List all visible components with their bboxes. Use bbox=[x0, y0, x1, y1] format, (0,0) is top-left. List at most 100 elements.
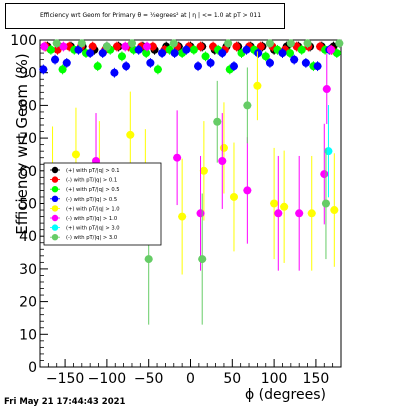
data-point bbox=[194, 62, 203, 71]
data-point bbox=[280, 202, 289, 211]
legend-entry: (-) with pT/|q| > 1.0 bbox=[66, 216, 117, 222]
data-point bbox=[52, 39, 61, 48]
data-point bbox=[39, 65, 48, 74]
y-tick-label: 60 bbox=[19, 164, 37, 180]
data-point bbox=[127, 39, 136, 48]
axes-layer: 0 10 20 30 40 50 60 70 80 90 100 −150 −100 −50 0 50 100 1… bbox=[10, 33, 342, 387]
data-point bbox=[189, 45, 198, 54]
data-point bbox=[98, 49, 107, 58]
data-point bbox=[206, 58, 215, 67]
data-point bbox=[285, 49, 294, 58]
data-point bbox=[286, 39, 295, 48]
data-point bbox=[182, 45, 191, 54]
legend: (+) with pT/|q| > 0.1 (-) with pT/|q| > 0… bbox=[43, 162, 162, 246]
data-point bbox=[322, 85, 331, 94]
data-point bbox=[219, 143, 228, 152]
data-point bbox=[153, 65, 162, 74]
data-point bbox=[121, 42, 130, 51]
x-tick-label: 50 bbox=[223, 371, 241, 387]
data-point bbox=[326, 45, 335, 54]
data-point bbox=[86, 49, 95, 58]
data-point bbox=[58, 65, 67, 74]
y-tick-label: 10 bbox=[19, 327, 37, 343]
data-point bbox=[307, 209, 316, 218]
data-point bbox=[198, 255, 207, 264]
legend-entry: (-) with pT/|q| > 3.0 bbox=[66, 235, 117, 241]
y-tick-label: 0 bbox=[28, 360, 37, 376]
data-point bbox=[170, 49, 179, 58]
data-point bbox=[254, 49, 263, 58]
data-point bbox=[253, 81, 262, 90]
data-point bbox=[77, 39, 86, 48]
data-point bbox=[213, 117, 222, 126]
data-point bbox=[278, 49, 287, 58]
legend-entry: (+) with pT/|q| > 0.1 bbox=[66, 168, 120, 174]
data-point bbox=[232, 42, 241, 51]
data-point bbox=[229, 192, 238, 201]
data-point bbox=[122, 62, 131, 71]
data-point bbox=[102, 42, 111, 51]
data-point bbox=[274, 209, 283, 218]
x-tick-label: −50 bbox=[134, 371, 164, 387]
data-point bbox=[295, 209, 304, 218]
data-point bbox=[218, 49, 227, 58]
x-tick-label: 100 bbox=[261, 371, 288, 387]
y-axis-label: Efficiency wrt Geom (%) bbox=[13, 53, 31, 235]
data-point bbox=[265, 58, 274, 67]
data-point bbox=[126, 130, 135, 139]
data-point bbox=[301, 58, 310, 67]
data-point bbox=[199, 166, 208, 175]
data-point bbox=[112, 42, 121, 51]
data-point bbox=[201, 52, 210, 61]
y-tick-label: 40 bbox=[19, 229, 37, 245]
chart-title: Efficiency wrt Geom for Primary θ = ½egr… bbox=[40, 12, 262, 19]
series-7 bbox=[52, 39, 344, 325]
data-point bbox=[62, 58, 71, 67]
legend-entry: (+) with pT/|q| > 1.0 bbox=[66, 206, 120, 212]
data-point bbox=[134, 45, 143, 54]
data-point bbox=[71, 150, 80, 159]
datestamp: Fri May 21 17:44:43 2021 bbox=[4, 397, 126, 407]
x-axis-label: ϕ (degrees) bbox=[245, 387, 326, 403]
series-3 bbox=[39, 44, 334, 78]
data-point bbox=[320, 170, 329, 179]
data-point bbox=[224, 39, 233, 48]
data-point bbox=[243, 101, 252, 110]
x-tick-label: −150 bbox=[46, 371, 84, 387]
chart-title-box: Efficiency wrt Geom for Primary θ = ½egr… bbox=[5, 3, 285, 29]
data-point bbox=[196, 42, 205, 51]
y-tick-label: 90 bbox=[19, 66, 37, 82]
y-tick-label: 70 bbox=[19, 131, 37, 147]
data-point bbox=[261, 52, 270, 61]
data-point bbox=[53, 45, 62, 54]
data-point bbox=[303, 39, 312, 48]
data-point bbox=[143, 42, 152, 51]
x-tick-label: 0 bbox=[186, 371, 195, 387]
data-point bbox=[242, 45, 251, 54]
data-point bbox=[297, 45, 306, 54]
series-5 bbox=[40, 41, 335, 271]
data-point bbox=[144, 255, 153, 264]
data-point bbox=[335, 39, 344, 48]
data-point bbox=[148, 42, 157, 51]
data-point bbox=[330, 206, 339, 215]
data-point bbox=[51, 55, 60, 64]
data-point bbox=[243, 186, 252, 195]
data-point bbox=[169, 39, 178, 48]
legend-box bbox=[43, 162, 162, 246]
data-point bbox=[256, 42, 265, 51]
legend-entry: (-) with pT/|q| > 0.5 bbox=[66, 197, 117, 203]
data-point bbox=[270, 199, 279, 208]
data-point bbox=[158, 49, 167, 58]
data-point bbox=[196, 209, 205, 218]
x-tick-label: −100 bbox=[88, 371, 126, 387]
points-layer bbox=[39, 39, 344, 325]
x-tick-label: 150 bbox=[303, 371, 330, 387]
data-point bbox=[59, 42, 68, 51]
legend-entry: (-) with pT/|q| > 0.1 bbox=[66, 178, 117, 184]
data-point bbox=[142, 49, 151, 58]
data-point bbox=[40, 42, 49, 51]
y-tick-label: 50 bbox=[19, 197, 37, 213]
data-point bbox=[265, 39, 274, 48]
